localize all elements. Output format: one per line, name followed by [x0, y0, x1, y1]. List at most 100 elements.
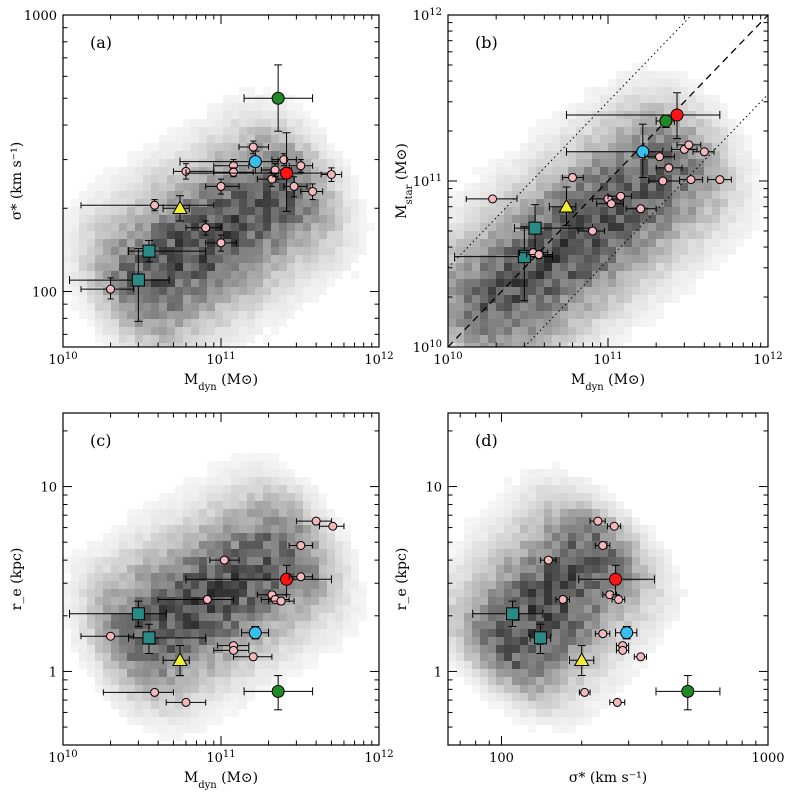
- x-tick-label: 1010: [48, 749, 77, 767]
- circle-marker: [637, 146, 649, 158]
- square-marker: [132, 608, 144, 620]
- circle-marker: [230, 646, 238, 654]
- square-marker: [143, 632, 155, 644]
- circle-marker: [599, 630, 607, 638]
- circle-marker: [613, 698, 621, 706]
- circle-marker: [599, 541, 607, 549]
- square-marker: [534, 632, 546, 644]
- circle-marker: [489, 195, 497, 203]
- y-tick-label: 1: [49, 665, 57, 680]
- circle-marker: [621, 627, 633, 639]
- circle-marker: [182, 698, 190, 706]
- square-marker: [143, 245, 155, 257]
- panel-a: 1010 1011 1012 100 1000 Mdyn (M⊙) σ* (km s⁻¹) (…: [9, 9, 394, 393]
- density-map: [63, 87, 375, 351]
- circle-marker: [594, 517, 602, 525]
- circle-marker: [687, 176, 695, 184]
- circle-marker: [535, 251, 543, 259]
- x-tick-label: 1012: [753, 351, 782, 369]
- panel-label: (a): [90, 33, 112, 52]
- circle-marker: [617, 192, 625, 200]
- y-axis-label: r_e (kpc): [394, 548, 410, 611]
- x-tick-label: 1012: [364, 351, 393, 369]
- circle-marker: [107, 285, 115, 293]
- y-tick-label: 1000: [24, 9, 57, 24]
- circle-marker: [659, 177, 667, 185]
- y-tick-label: 1011: [413, 173, 442, 191]
- circle-marker: [544, 556, 552, 564]
- circle-marker: [656, 153, 664, 161]
- circle-marker: [249, 653, 257, 661]
- square-marker: [132, 274, 144, 286]
- circle-marker: [615, 595, 623, 603]
- circle-marker: [281, 573, 293, 585]
- x-tick-label: 1011: [206, 351, 235, 369]
- panel-b: 1010 1011 1012101010111012Mdyn (M⊙)Mstar (…: [394, 7, 783, 393]
- circle-marker: [277, 597, 285, 605]
- x-tick-label: 1010: [433, 351, 462, 369]
- circle-marker: [203, 595, 211, 603]
- square-marker: [529, 222, 541, 234]
- circle-marker: [312, 517, 320, 525]
- figure: 1010 1011 10121001000Mdyn (M⊙)σ* (km s⁻¹)(…: [0, 0, 789, 793]
- circle-marker: [559, 595, 567, 603]
- circle-marker: [217, 182, 225, 190]
- circle-marker: [297, 573, 305, 581]
- circle-marker: [230, 168, 238, 176]
- density-map: [448, 63, 768, 351]
- circle-marker: [716, 176, 724, 184]
- circle-marker: [700, 148, 708, 156]
- circle-marker: [665, 164, 673, 172]
- circle-marker: [610, 522, 618, 530]
- y-tick-label: 1012: [413, 7, 442, 25]
- circle-marker: [619, 646, 627, 654]
- x-axis-label: σ* (km s⁻¹): [569, 770, 647, 786]
- x-tick-label: 1011: [593, 351, 622, 369]
- circle-marker: [297, 541, 305, 549]
- panel-c: 1010 1011 1012 1 10 Mdyn (M⊙) r_e (kpc) (c): [9, 413, 394, 791]
- circle-marker: [637, 653, 645, 661]
- circle-marker: [660, 115, 672, 127]
- circle-marker: [202, 224, 210, 232]
- circle-marker: [249, 627, 261, 639]
- circle-marker: [329, 522, 337, 530]
- circle-marker: [297, 162, 305, 170]
- circle-marker: [151, 201, 159, 209]
- data-point: [656, 676, 720, 710]
- y-tick-label: 10: [425, 481, 442, 496]
- x-tick-label: 1012: [364, 749, 393, 767]
- density-map: [63, 453, 367, 741]
- x-axis-label: Mdyn (M⊙): [184, 770, 258, 791]
- circle-marker: [217, 239, 225, 247]
- circle-marker: [671, 109, 683, 121]
- circle-marker: [637, 205, 645, 213]
- circle-marker: [569, 173, 577, 181]
- x-tick-label: 1000: [751, 751, 784, 766]
- circle-marker: [249, 156, 261, 168]
- x-axis-label: Mdyn (M⊙): [571, 372, 645, 393]
- x-axis-label: Mdyn (M⊙): [184, 372, 258, 393]
- circle-marker: [588, 227, 596, 235]
- circle-marker: [327, 170, 335, 178]
- circle-marker: [610, 573, 622, 585]
- y-axis-label: σ* (km s⁻¹): [9, 142, 25, 220]
- circle-marker: [682, 685, 694, 697]
- circle-marker: [272, 92, 284, 104]
- circle-marker: [309, 187, 317, 195]
- circle-marker: [607, 200, 615, 208]
- y-tick-label: 1: [434, 665, 442, 680]
- panel-label: (b): [475, 33, 498, 52]
- circle-marker: [581, 688, 589, 696]
- circle-marker: [220, 556, 228, 564]
- x-tick-label: 1010: [48, 351, 77, 369]
- panel-d: 100 1000110σ* (km s⁻¹)r_e (kpc)(d): [394, 413, 785, 786]
- density-map: [448, 461, 688, 733]
- y-tick-label: 100: [32, 286, 57, 301]
- panel-label: (c): [90, 431, 111, 450]
- y-axis-label: Mstar (M⊙): [394, 143, 415, 219]
- x-tick-label: 100: [489, 751, 514, 766]
- y-tick-label: 10: [40, 481, 57, 496]
- circle-marker: [151, 688, 159, 696]
- square-marker: [507, 608, 519, 620]
- circle-marker: [107, 632, 115, 640]
